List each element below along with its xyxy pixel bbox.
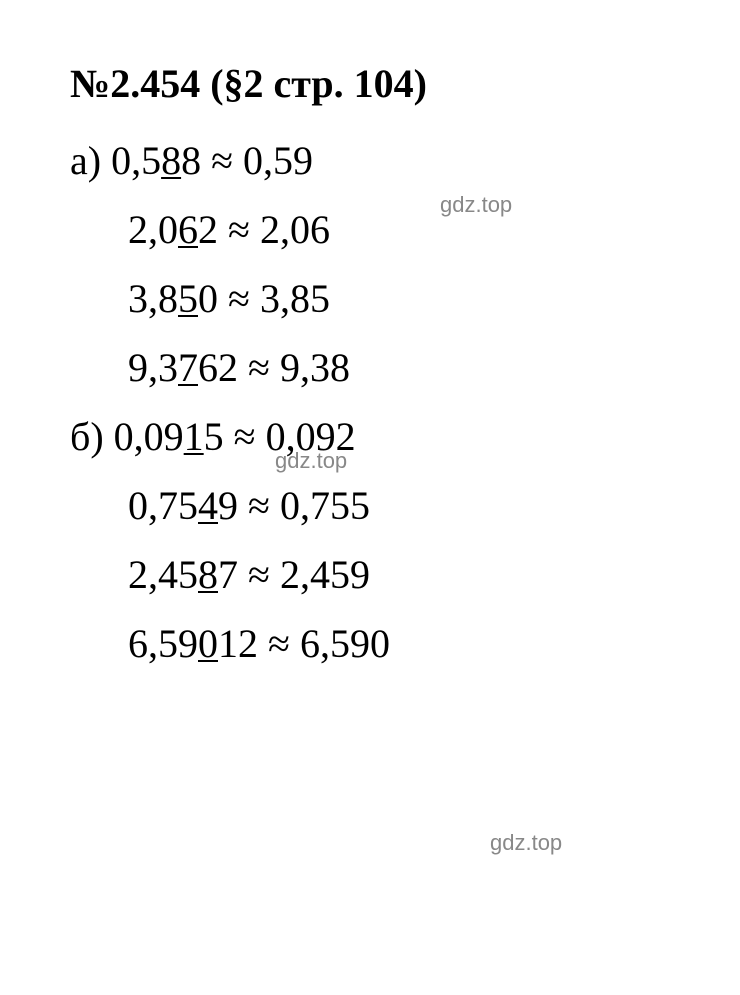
math-line: б) 0,0915 ≈ 0,092 — [70, 413, 670, 460]
left-suffix: 12 — [218, 621, 258, 666]
math-line: а) 0,588 ≈ 0,59 — [70, 137, 670, 184]
math-line: 0,7549 ≈ 0,755 — [70, 482, 670, 529]
left-prefix: 6,59 — [128, 621, 198, 666]
left-prefix: 0,09 — [114, 414, 184, 459]
approx-symbol: ≈ — [238, 552, 280, 597]
left-prefix: 2,45 — [128, 552, 198, 597]
approx-symbol: ≈ — [224, 414, 266, 459]
left-underlined-digit: 0 — [198, 621, 218, 666]
approx-symbol: ≈ — [201, 138, 243, 183]
right-value: 9,38 — [280, 345, 350, 390]
left-underlined-digit: 7 — [178, 345, 198, 390]
left-suffix: 62 — [198, 345, 238, 390]
page-title: №2.454 (§2 стр. 104) — [70, 60, 670, 107]
line-label: б) — [70, 414, 114, 459]
line-label: а) — [70, 138, 111, 183]
right-value: 6,590 — [300, 621, 390, 666]
left-suffix: 7 — [218, 552, 238, 597]
section-ref: (§2 стр. 104) — [210, 61, 427, 106]
left-prefix: 3,8 — [128, 276, 178, 321]
math-line: 3,850 ≈ 3,85 — [70, 275, 670, 322]
math-line: 6,59012 ≈ 6,590 — [70, 620, 670, 667]
math-line: 2,4587 ≈ 2,459 — [70, 551, 670, 598]
watermark: gdz.top — [490, 830, 562, 856]
math-line: 9,3762 ≈ 9,38 — [70, 344, 670, 391]
approx-symbol: ≈ — [218, 276, 260, 321]
left-prefix: 0,75 — [128, 483, 198, 528]
left-underlined-digit: 6 — [178, 207, 198, 252]
left-suffix: 2 — [198, 207, 218, 252]
approx-symbol: ≈ — [258, 621, 300, 666]
right-value: 2,459 — [280, 552, 370, 597]
problem-number: №2.454 — [70, 61, 200, 106]
left-prefix: 2,0 — [128, 207, 178, 252]
left-underlined-digit: 8 — [161, 138, 181, 183]
left-underlined-digit: 1 — [184, 414, 204, 459]
left-suffix: 9 — [218, 483, 238, 528]
right-value: 0,59 — [243, 138, 313, 183]
right-value: 0,755 — [280, 483, 370, 528]
watermark: gdz.top — [275, 448, 347, 474]
math-line: 2,062 ≈ 2,06 — [70, 206, 670, 253]
left-suffix: 8 — [181, 138, 201, 183]
left-suffix: 5 — [204, 414, 224, 459]
left-underlined-digit: 4 — [198, 483, 218, 528]
lines-container: а) 0,588 ≈ 0,592,062 ≈ 2,063,850 ≈ 3,859… — [70, 137, 670, 667]
left-underlined-digit: 8 — [198, 552, 218, 597]
left-underlined-digit: 5 — [178, 276, 198, 321]
approx-symbol: ≈ — [238, 483, 280, 528]
left-suffix: 0 — [198, 276, 218, 321]
approx-symbol: ≈ — [218, 207, 260, 252]
left-prefix: 9,3 — [128, 345, 178, 390]
approx-symbol: ≈ — [238, 345, 280, 390]
left-prefix: 0,5 — [111, 138, 161, 183]
watermark: gdz.top — [440, 192, 512, 218]
right-value: 3,85 — [260, 276, 330, 321]
right-value: 2,06 — [260, 207, 330, 252]
